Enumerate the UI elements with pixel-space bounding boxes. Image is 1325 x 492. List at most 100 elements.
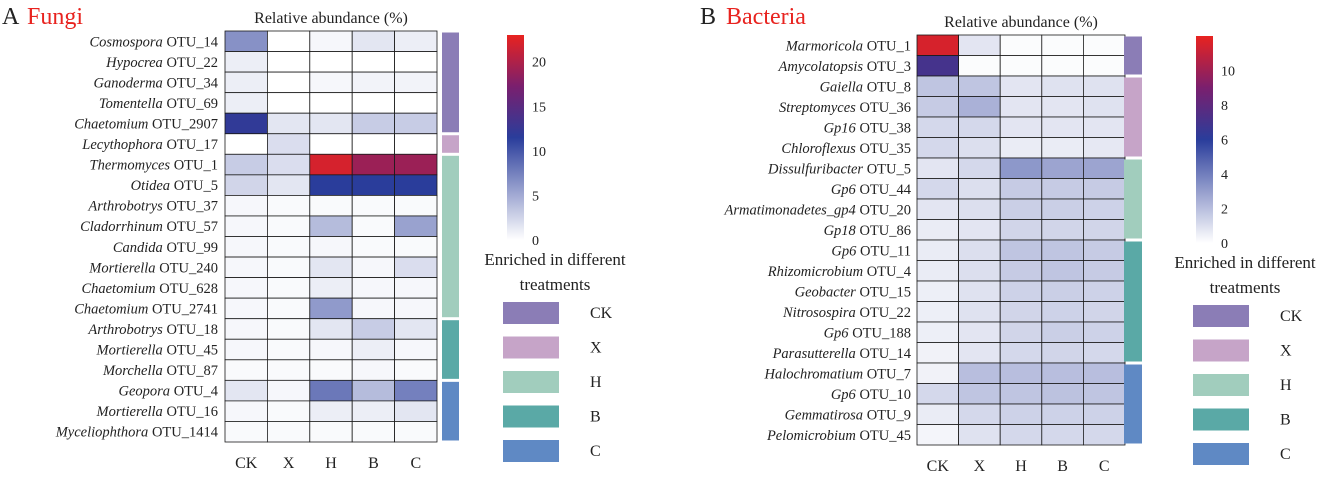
row-label-otu: OTU_16 — [166, 404, 218, 420]
legend-label: C — [1280, 446, 1291, 463]
colorbar-tick-label: 15 — [532, 100, 546, 115]
heatmap-cell — [266, 112, 311, 135]
heatmap-cell — [916, 403, 959, 425]
heatmap-cell — [958, 301, 1001, 323]
heatmap-cell — [1083, 116, 1126, 138]
row-label: Otidea OTU_5 — [131, 178, 218, 194]
row-label-genus: Gp6 — [831, 182, 857, 198]
heatmap-cell — [309, 112, 353, 135]
row-label: Chaetomium OTU_628 — [81, 281, 218, 297]
row-label: Hypocrea OTU_22 — [105, 55, 218, 71]
heatmap-cell — [1083, 198, 1126, 220]
legend-swatch-b — [503, 405, 559, 428]
heatmap-cell — [999, 342, 1043, 364]
heatmap-cell — [1083, 280, 1126, 302]
heatmap-cell — [224, 297, 268, 320]
colorbar-tick-label: 4 — [1221, 168, 1228, 183]
row-label: Mortierella OTU_240 — [88, 260, 218, 276]
row-label-genus: Morchella — [102, 363, 163, 379]
heatmap-cell — [916, 260, 959, 282]
heatmap-cell — [999, 137, 1043, 159]
heatmap-cell — [1083, 239, 1126, 261]
heatmap-cell — [351, 338, 396, 361]
heatmap-cell — [394, 256, 438, 278]
heatmap-cell — [224, 421, 268, 443]
row-label-otu: OTU_1 — [174, 158, 218, 174]
heatmap-cell — [266, 133, 311, 155]
row-label-genus: Tomentella — [99, 96, 163, 112]
column-label: H — [325, 455, 337, 472]
row-label: Tomentella OTU_69 — [99, 96, 218, 112]
heatmap-cell — [1083, 178, 1126, 200]
row-label: Gp16 OTU_38 — [824, 120, 911, 136]
row-label: Chaetomium OTU_2741 — [74, 301, 218, 317]
column-label: H — [1015, 458, 1027, 475]
heatmap-cell — [958, 34, 1001, 56]
row-label-otu: OTU_34 — [166, 75, 218, 91]
row-label-genus: Nitrosospira — [782, 305, 856, 321]
column-label: CK — [927, 458, 950, 475]
row-label-genus: Geopora — [119, 384, 171, 400]
heatmap-cell — [394, 338, 438, 361]
heatmap-cell — [309, 236, 353, 258]
heatmap-cell — [309, 421, 353, 443]
row-label: Parasutterella OTU_14 — [772, 346, 912, 362]
heatmap-cell — [1041, 55, 1084, 77]
heatmap-cell — [309, 194, 353, 217]
heatmap-cell — [916, 137, 959, 159]
row-label-genus: Streptomyces — [779, 100, 856, 116]
heatmap-cell — [999, 219, 1043, 241]
row-label-genus: Gp6 — [824, 325, 850, 341]
row-label-genus: Hypocrea — [105, 55, 163, 71]
row-label-otu: OTU_35 — [859, 141, 911, 157]
legend-swatch-h — [503, 371, 559, 393]
heatmap-cell — [224, 30, 268, 52]
row-label: Geopora OTU_4 — [119, 384, 219, 400]
row-label: Streptomyces OTU_36 — [779, 100, 911, 116]
heatmap-cell — [958, 403, 1001, 425]
row-label-otu: OTU_5 — [174, 178, 218, 194]
heatmap-cell — [309, 297, 353, 320]
enrichment-bar-ck — [1124, 36, 1142, 75]
heatmap-cell — [958, 342, 1001, 364]
heatmap-cell — [1041, 116, 1084, 138]
heatmap-cell — [1041, 424, 1084, 446]
heatmap-cell — [224, 400, 268, 422]
row-label-genus: Myceliophthora — [55, 425, 149, 441]
row-label-otu: OTU_14 — [166, 34, 218, 50]
heatmap-cell — [916, 96, 959, 118]
heatmap-cell — [1041, 403, 1084, 425]
heatmap-cell — [394, 112, 438, 135]
heatmap-cell — [958, 321, 1001, 343]
colorbar — [1196, 36, 1213, 243]
heatmap-cell — [351, 71, 396, 94]
row-label-otu: OTU_9 — [867, 407, 911, 423]
heatmap-cell — [351, 277, 396, 299]
row-label-otu: OTU_14 — [859, 346, 911, 362]
heatmap-cell — [309, 30, 353, 52]
heatmap-cell — [224, 215, 268, 237]
panel-title: Bacteria — [726, 4, 806, 30]
heatmap-cell — [224, 174, 268, 196]
heatmap-cell — [916, 157, 959, 179]
row-label-otu: OTU_20 — [859, 202, 911, 218]
row-label-genus: Marmoricola — [785, 38, 863, 54]
row-label: Gaiella OTU_8 — [820, 79, 911, 95]
row-label-genus: Ganoderma — [94, 75, 163, 91]
colorbar-tick-label: 10 — [532, 145, 546, 160]
heatmap-cell — [394, 236, 438, 258]
legend-label: X — [590, 340, 602, 357]
row-label-otu: OTU_44 — [859, 182, 911, 198]
heatmap-cell — [1083, 137, 1126, 159]
heatmap-cell — [958, 260, 1001, 282]
heatmap-cell — [1041, 34, 1084, 56]
row-label: Cladorrhinum OTU_57 — [80, 219, 218, 235]
heatmap-title: Relative abundance (%) — [944, 14, 1098, 31]
row-label-otu: OTU_37 — [166, 199, 218, 215]
heatmap-cell — [1041, 75, 1084, 97]
row-label-otu: OTU_57 — [166, 219, 218, 235]
row-label-genus: Gaiella — [820, 79, 864, 95]
column-label: C — [410, 455, 421, 472]
heatmap-cell — [1041, 137, 1084, 159]
